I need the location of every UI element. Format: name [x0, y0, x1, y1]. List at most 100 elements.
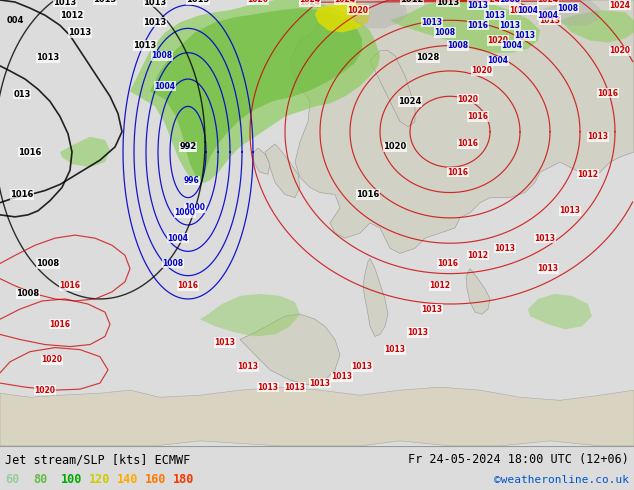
Text: 1012: 1012: [467, 251, 489, 260]
Text: 1000: 1000: [174, 208, 195, 218]
Text: 1013: 1013: [214, 338, 235, 347]
Text: 1020: 1020: [472, 67, 493, 75]
Text: 992: 992: [180, 143, 196, 151]
Text: 140: 140: [117, 473, 138, 487]
Text: 1013: 1013: [436, 0, 460, 6]
Text: 1013: 1013: [422, 18, 443, 27]
Text: 1013: 1013: [351, 362, 373, 371]
Text: 1016: 1016: [49, 320, 70, 329]
Text: 1016: 1016: [60, 281, 81, 290]
Text: 1013: 1013: [186, 0, 210, 4]
Text: 1013: 1013: [588, 132, 609, 141]
Polygon shape: [560, 10, 634, 43]
Polygon shape: [200, 294, 300, 337]
Text: 1008: 1008: [434, 28, 456, 37]
Polygon shape: [540, 0, 600, 25]
Text: 120: 120: [89, 473, 110, 487]
Text: 1013: 1013: [53, 0, 77, 6]
Text: 992: 992: [179, 143, 197, 151]
Text: 1008: 1008: [448, 41, 469, 50]
Text: 013: 013: [13, 90, 30, 99]
Text: 1013: 1013: [143, 0, 167, 6]
Text: 1013: 1013: [408, 328, 429, 337]
Text: 1020: 1020: [458, 95, 479, 104]
Polygon shape: [150, 8, 362, 180]
Polygon shape: [390, 0, 540, 53]
Text: 1000: 1000: [184, 203, 205, 212]
Text: 1013: 1013: [495, 244, 515, 253]
Text: 160: 160: [145, 473, 166, 487]
Text: 1004: 1004: [167, 234, 188, 243]
Text: 1013: 1013: [68, 28, 92, 37]
Text: 1008: 1008: [16, 290, 39, 298]
Text: 1020: 1020: [247, 0, 269, 4]
Text: 1013: 1013: [384, 345, 406, 354]
Text: 1013: 1013: [500, 21, 521, 30]
Text: 1013: 1013: [515, 31, 536, 40]
Text: 1008: 1008: [500, 0, 521, 4]
Text: 1013: 1013: [422, 305, 443, 314]
Text: 1008: 1008: [557, 3, 579, 13]
Text: 1013: 1013: [143, 18, 167, 27]
Text: Jet stream/SLP [kts] ECMWF: Jet stream/SLP [kts] ECMWF: [5, 453, 190, 466]
Polygon shape: [315, 2, 370, 32]
Text: 1013: 1013: [285, 383, 306, 392]
Text: 1016: 1016: [597, 89, 619, 98]
Text: 1016: 1016: [437, 259, 458, 268]
Text: 1013: 1013: [538, 264, 559, 273]
Text: 1024: 1024: [538, 0, 559, 4]
Text: 1020: 1020: [347, 5, 368, 15]
Text: 1004: 1004: [517, 5, 538, 15]
Text: 1004: 1004: [155, 82, 176, 91]
Text: 1016: 1016: [467, 112, 489, 121]
Polygon shape: [240, 314, 340, 385]
Text: 1013: 1013: [309, 379, 330, 388]
Polygon shape: [130, 0, 380, 184]
Text: 1013: 1013: [238, 362, 259, 371]
Text: 1004: 1004: [501, 41, 522, 50]
Text: 1008: 1008: [152, 51, 172, 60]
Polygon shape: [0, 387, 634, 446]
Text: 1013: 1013: [332, 372, 353, 382]
Text: 1016: 1016: [356, 190, 380, 199]
Text: ©weatheronline.co.uk: ©weatheronline.co.uk: [494, 475, 629, 485]
Text: 1008: 1008: [162, 259, 184, 268]
Text: 1013: 1013: [484, 11, 505, 20]
Text: 1024: 1024: [299, 0, 321, 6]
Text: 004: 004: [6, 16, 23, 25]
Text: 80: 80: [33, 473, 48, 487]
Polygon shape: [348, 0, 408, 28]
Polygon shape: [528, 294, 592, 329]
Text: 1016: 1016: [458, 139, 479, 148]
Text: 1016: 1016: [18, 147, 42, 156]
Polygon shape: [466, 269, 490, 314]
Text: 1012: 1012: [578, 170, 598, 179]
Text: 1016: 1016: [448, 168, 469, 177]
Text: 1012: 1012: [400, 0, 424, 4]
Text: 1004: 1004: [538, 11, 559, 20]
Text: 1028: 1028: [417, 53, 439, 62]
Text: 1020: 1020: [609, 46, 630, 55]
Text: 1004: 1004: [488, 56, 508, 65]
Text: 1020: 1020: [384, 143, 406, 151]
Text: 1008: 1008: [36, 259, 60, 268]
Text: 1013: 1013: [93, 0, 117, 4]
Text: 1013: 1013: [36, 53, 60, 62]
Text: 1024: 1024: [398, 97, 422, 106]
Text: 1020: 1020: [488, 36, 508, 45]
Text: 1020: 1020: [34, 386, 56, 394]
Text: 996: 996: [184, 176, 200, 185]
Text: 1020: 1020: [41, 355, 63, 364]
Text: 1024: 1024: [335, 0, 356, 4]
Text: 1012: 1012: [60, 11, 84, 20]
Polygon shape: [265, 144, 300, 197]
Text: 1016: 1016: [10, 190, 34, 199]
Text: 1012: 1012: [429, 281, 451, 290]
Text: 1013: 1013: [534, 234, 555, 243]
Text: 1013: 1013: [257, 383, 278, 392]
Text: 1013: 1013: [467, 0, 489, 10]
Text: 180: 180: [173, 473, 195, 487]
Text: 1013: 1013: [133, 41, 157, 50]
Text: Fr 24-05-2024 18:00 UTC (12+06): Fr 24-05-2024 18:00 UTC (12+06): [408, 453, 629, 466]
Text: 1016: 1016: [467, 21, 489, 30]
